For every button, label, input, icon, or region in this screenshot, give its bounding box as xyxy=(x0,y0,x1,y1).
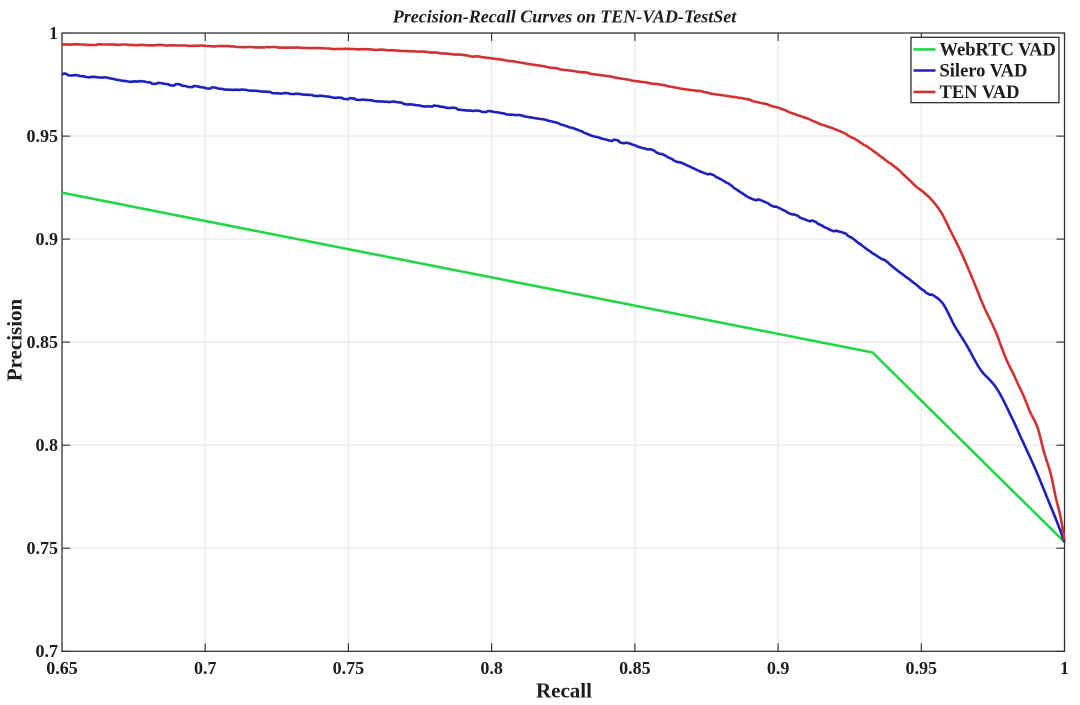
svg-text:0.7: 0.7 xyxy=(36,641,59,661)
svg-text:TEN VAD: TEN VAD xyxy=(940,83,1020,103)
svg-text:0.8: 0.8 xyxy=(480,658,503,678)
svg-text:0.85: 0.85 xyxy=(27,332,59,352)
svg-text:Silero VAD: Silero VAD xyxy=(940,62,1028,82)
svg-text:Precision-Recall Curves on TEN: Precision-Recall Curves on TEN-VAD-TestS… xyxy=(392,7,737,27)
svg-text:0.8: 0.8 xyxy=(36,435,59,455)
svg-text:WebRTC VAD: WebRTC VAD xyxy=(940,40,1056,60)
svg-text:0.75: 0.75 xyxy=(27,538,59,558)
svg-text:0.85: 0.85 xyxy=(619,658,651,678)
svg-text:0.75: 0.75 xyxy=(333,658,365,678)
svg-text:0.95: 0.95 xyxy=(27,126,59,146)
svg-text:0.7: 0.7 xyxy=(194,658,217,678)
svg-text:Recall: Recall xyxy=(536,679,592,703)
svg-text:Precision: Precision xyxy=(3,298,27,381)
svg-text:1: 1 xyxy=(49,23,58,43)
svg-text:0.95: 0.95 xyxy=(906,658,938,678)
svg-text:0.9: 0.9 xyxy=(767,658,790,678)
svg-text:0.65: 0.65 xyxy=(46,658,78,678)
svg-text:0.9: 0.9 xyxy=(36,229,59,249)
svg-text:1: 1 xyxy=(1060,658,1069,678)
